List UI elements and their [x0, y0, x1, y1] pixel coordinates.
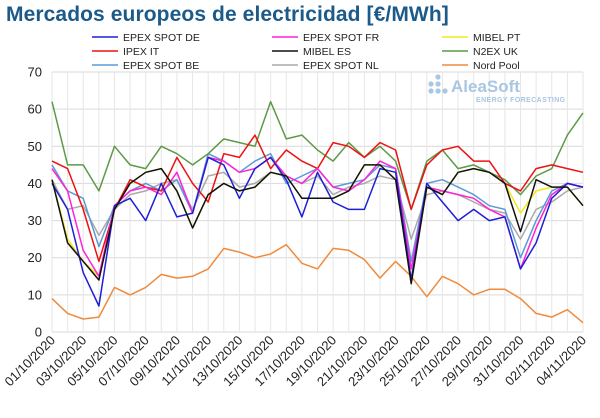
- y-tick-label: 70: [28, 65, 42, 80]
- legend-label: IPEX IT: [123, 46, 160, 58]
- logo-mark-icon: [428, 74, 448, 94]
- logo-tagline: ENERGY FORECASTING: [476, 97, 566, 104]
- grid: [51, 71, 584, 333]
- series-line-nord-pool: [51, 243, 584, 324]
- y-tick-label: 50: [28, 139, 42, 154]
- chart-title: Mercados europeos de electricidad [€/MWh…: [6, 3, 449, 26]
- legend-label: EPEX SPOT BE: [123, 60, 199, 72]
- legend-label: MIBEL ES: [303, 46, 351, 58]
- y-tick-label: 40: [28, 176, 42, 191]
- y-axis-ticks: 0 10 20 30 40 50 60 70: [28, 65, 42, 340]
- y-tick-label: 10: [28, 287, 42, 302]
- legend-label: EPEX SPOT FR: [303, 32, 380, 44]
- legend-label: EPEX SPOT DE: [123, 32, 200, 44]
- y-tick-label: 0: [35, 325, 42, 340]
- series-line-mibel-es: [51, 164, 584, 285]
- legend: EPEX SPOT DE EPEX SPOT FR MIBEL PT IPEX IT M…: [92, 32, 521, 72]
- legend-label: Nord Pool: [473, 60, 520, 72]
- series-line-epex-spot-de: [51, 156, 584, 307]
- x-axis-ticks: 01/10/202003/10/202005/10/202007/10/2020…: [1, 333, 589, 390]
- legend-label: EPEX SPOT NL: [303, 60, 379, 72]
- series-line-epex-spot-nl: [51, 171, 584, 240]
- logo-name: AleaSoft: [451, 77, 520, 96]
- legend-label: MIBEL PT: [473, 32, 521, 44]
- y-tick-label: 30: [28, 213, 42, 228]
- legend-label: N2EX UK: [473, 46, 518, 58]
- series-lines: [51, 100, 584, 324]
- y-tick-label: 20: [28, 250, 42, 265]
- series-line-n2ex-uk: [51, 100, 584, 211]
- series-line-epex-spot-fr: [51, 156, 584, 278]
- y-tick-label: 60: [28, 102, 42, 117]
- aleasoft-logo: AleaSoft ENERGY FORECASTING: [428, 74, 565, 104]
